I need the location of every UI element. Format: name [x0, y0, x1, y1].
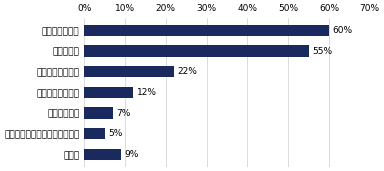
Bar — [84, 45, 309, 57]
Bar — [84, 66, 174, 77]
Text: 60%: 60% — [332, 26, 353, 35]
Text: 5%: 5% — [108, 129, 122, 138]
Bar — [84, 149, 121, 160]
Bar — [84, 128, 105, 139]
Bar — [84, 25, 329, 36]
Bar — [84, 107, 113, 119]
Text: 7%: 7% — [116, 109, 131, 118]
Text: 22%: 22% — [177, 67, 197, 76]
Text: 55%: 55% — [312, 47, 332, 56]
Bar — [84, 87, 133, 98]
Text: 12%: 12% — [136, 88, 157, 97]
Text: 9%: 9% — [124, 150, 139, 159]
